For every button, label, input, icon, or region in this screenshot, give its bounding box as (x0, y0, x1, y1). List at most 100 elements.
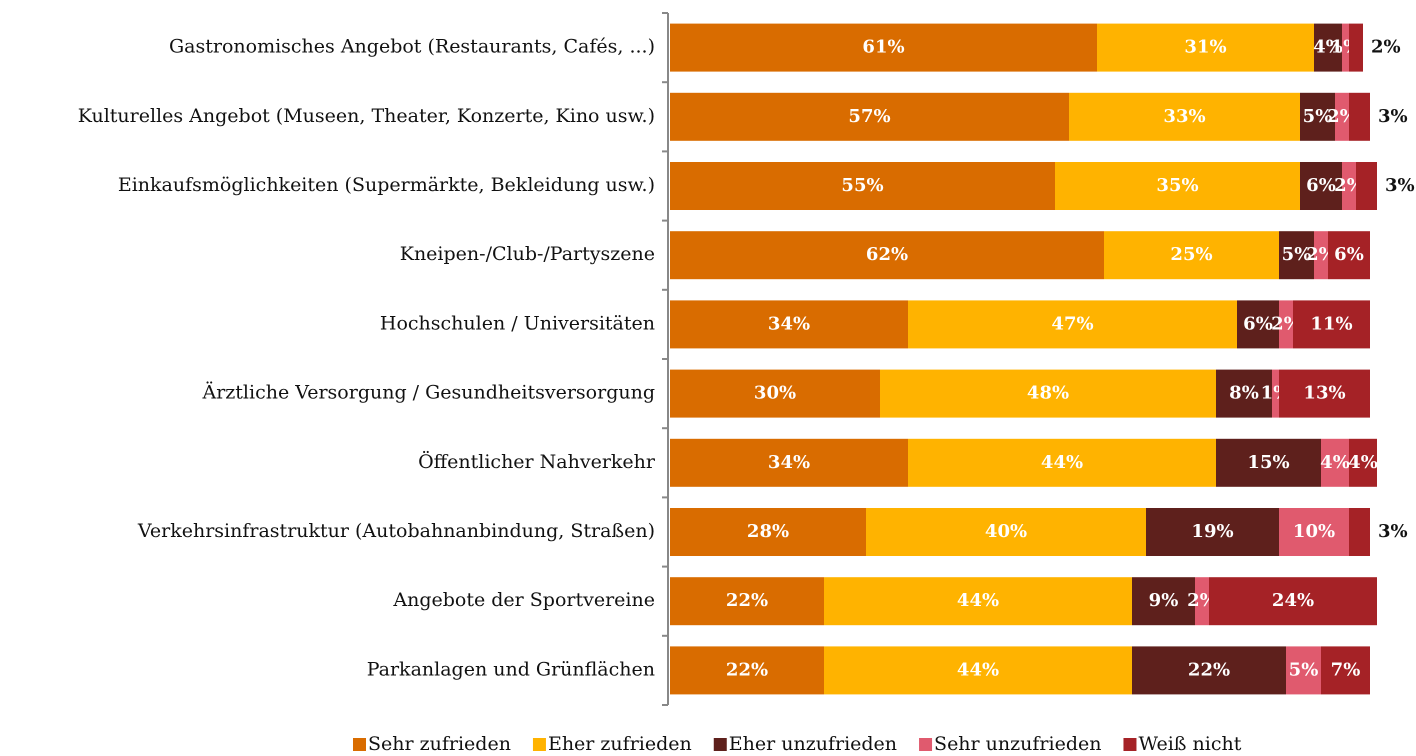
value-label: 5% (1289, 659, 1319, 680)
bar-segment (1349, 23, 1363, 72)
value-label: 5% (1282, 244, 1312, 265)
bar-segment (1342, 162, 1356, 210)
legend-swatch (1123, 738, 1137, 751)
value-label: 47% (1051, 313, 1093, 334)
bar-segment (670, 300, 908, 349)
value-label: 44% (957, 590, 999, 611)
bar-segment (1104, 231, 1279, 280)
bar-segment (1286, 646, 1321, 695)
bar-segment (670, 162, 1055, 210)
value-label: 8% (1229, 383, 1259, 404)
value-label: 4% (1313, 37, 1343, 58)
legend-label: Sehr zufrieden (368, 733, 511, 755)
bar-segment (1314, 23, 1342, 72)
value-label: 6% (1306, 175, 1336, 196)
category-label: Kulturelles Angebot (Museen, Theater, Ko… (78, 105, 655, 127)
bar-segment (1216, 369, 1272, 418)
value-label: 13% (1303, 383, 1345, 404)
bar-segment (1272, 369, 1279, 418)
bar-segment (670, 23, 1097, 72)
bar-segment (1055, 162, 1300, 210)
value-label: 11% (1310, 313, 1352, 334)
bar-segment (1132, 577, 1195, 626)
bar-segment (1321, 646, 1370, 695)
bar-segment (1328, 231, 1370, 280)
value-label: 6% (1334, 244, 1364, 265)
bar-segment (670, 369, 880, 418)
category-label: Angebote der Sportvereine (392, 589, 655, 611)
legend-swatch (713, 738, 727, 751)
value-label: 28% (747, 521, 789, 542)
value-label: 62% (866, 244, 908, 265)
bar-segment (866, 508, 1146, 556)
value-label: 33% (1163, 106, 1205, 127)
value-label: 2% (1371, 37, 1401, 58)
category-label: Kneipen-/Club-/Partyszene (400, 243, 655, 265)
bar-segment (1314, 231, 1328, 280)
value-label: 61% (862, 37, 904, 58)
bar-segment (1279, 369, 1370, 418)
category-label: Einkaufsmöglichkeiten (Supermärkte, Bekl… (118, 174, 655, 196)
bar-segment (1279, 508, 1349, 556)
value-label: 57% (848, 106, 890, 127)
bar-segment (1209, 577, 1377, 626)
bar-segment (1097, 23, 1314, 72)
bar-segment (1146, 508, 1279, 556)
category-label: Gastronomisches Angebot (Restaurants, Ca… (169, 36, 655, 58)
value-label: 6% (1243, 313, 1273, 334)
bar-segment (1321, 438, 1349, 487)
value-label: 4% (1348, 452, 1378, 473)
value-label: 40% (985, 521, 1027, 542)
bar-segment (1069, 92, 1300, 141)
bar-segment (824, 577, 1132, 626)
legend-swatch (353, 738, 366, 751)
value-label: 3% (1378, 106, 1408, 127)
legend-label: Eher zufrieden (548, 733, 692, 755)
bar-segment (908, 300, 1237, 349)
bar-segment (1216, 438, 1321, 487)
bar-segment (1237, 300, 1279, 349)
value-label: 19% (1191, 521, 1233, 542)
value-label: 24% (1272, 590, 1314, 611)
category-label: Verkehrsinfrastruktur (Autobahnanbindung… (137, 520, 655, 542)
category-label: Öffentlicher Nahverkehr (418, 450, 656, 473)
bar-segment (1279, 231, 1314, 280)
value-label: 35% (1156, 175, 1198, 196)
value-label: 7% (1331, 659, 1361, 680)
bar-segment (1335, 92, 1349, 141)
category-label: Ärztliche Versorgung / Gesundheitsversor… (201, 381, 655, 404)
bar-segment (908, 438, 1216, 487)
value-label: 44% (957, 659, 999, 680)
value-label: 4% (1320, 452, 1350, 473)
value-label: 22% (726, 659, 768, 680)
bar-segment (1349, 508, 1370, 556)
value-label: 15% (1247, 452, 1289, 473)
bar-segment (670, 646, 824, 695)
bar-segment (1349, 92, 1370, 141)
legend-label: Eher unzufrieden (729, 733, 897, 755)
bar-segment (670, 438, 908, 487)
bar-segment (670, 231, 1104, 280)
value-label: 3% (1385, 175, 1415, 196)
bar-segment (1300, 92, 1335, 141)
bar-segment (1300, 162, 1342, 210)
value-label: 48% (1027, 383, 1069, 404)
value-label: 34% (768, 452, 810, 473)
bar-segment (670, 92, 1069, 141)
value-label: 44% (1041, 452, 1083, 473)
bar-segment (670, 577, 824, 626)
value-label: 55% (841, 175, 883, 196)
bar-segment (824, 646, 1132, 695)
legend-label: Weiß nicht (1138, 733, 1241, 755)
value-label: 22% (726, 590, 768, 611)
value-label: 22% (1188, 659, 1230, 680)
legend-swatch (919, 738, 933, 751)
bar-segment (1279, 300, 1293, 349)
bar-segment (1293, 300, 1370, 349)
bar-segment (670, 508, 866, 556)
value-label: 3% (1378, 521, 1408, 542)
category-label: Hochschulen / Universitäten (380, 312, 655, 334)
value-label: 34% (768, 313, 810, 334)
bar-segment (880, 369, 1216, 418)
